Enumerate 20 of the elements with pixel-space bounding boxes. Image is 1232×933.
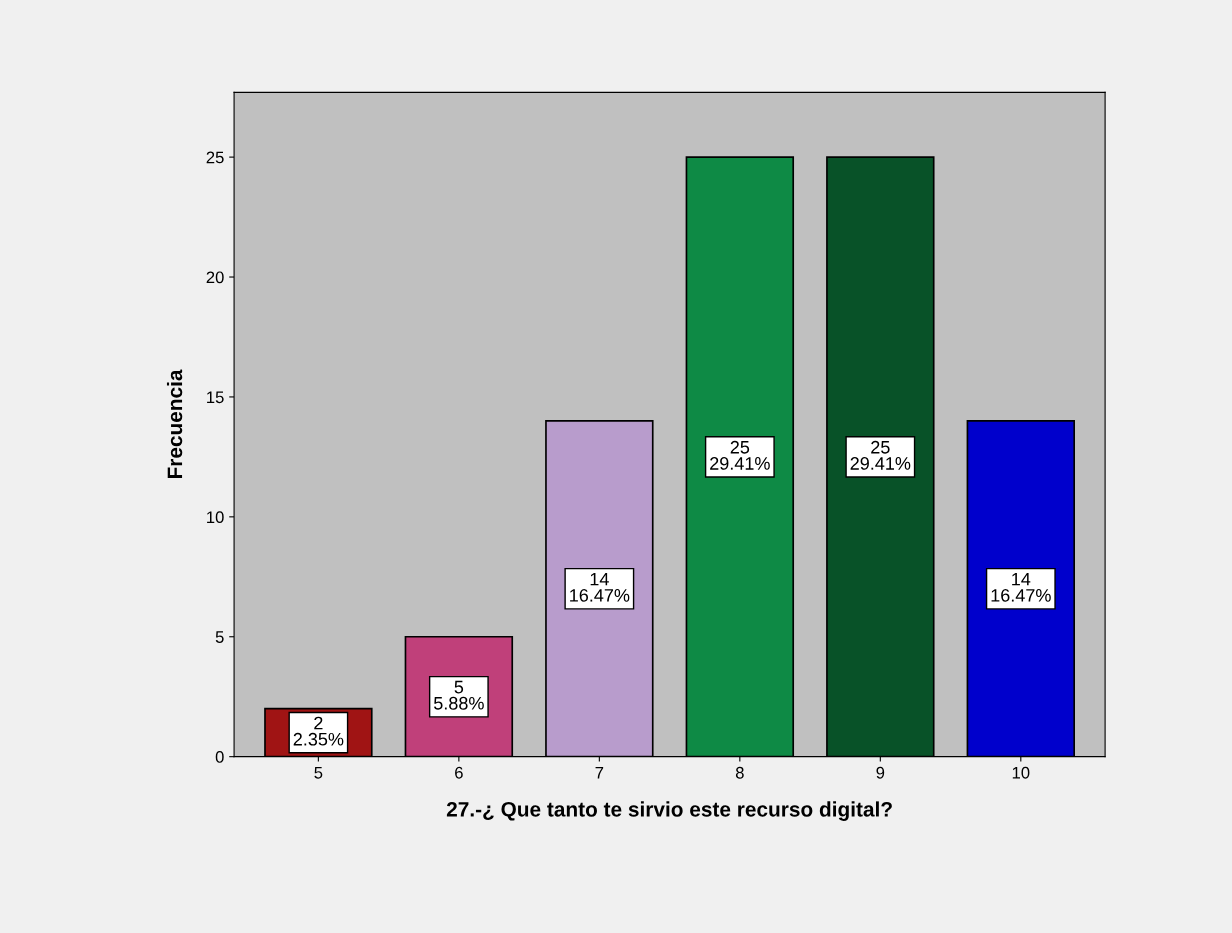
x-tick-label: 7	[595, 767, 604, 779]
data-label: 25 29.41%	[850, 440, 911, 470]
data-label: 2 2.35%	[293, 716, 344, 746]
y-tick-label: 20	[206, 271, 224, 284]
y-tick-label: 10	[207, 511, 224, 524]
y-tick-label: 15	[207, 391, 224, 404]
y-tick-label: 0	[215, 751, 224, 763]
x-tick-label: 5	[314, 767, 323, 779]
x-tick-label: 6	[455, 766, 463, 779]
y-axis-title: Frecuencia	[166, 369, 183, 479]
x-tick-label: 9	[876, 766, 885, 779]
y-tick-label: 5	[215, 631, 224, 643]
y-tick-label: 25	[206, 151, 224, 164]
x-axis-title: 27.-¿ Que tanto te sirvio este recurso digital?	[446, 801, 892, 821]
x-tick-label: 8	[735, 766, 744, 779]
data-label: 25 29.41%	[710, 440, 770, 470]
data-label: 5 5.88%	[433, 680, 484, 710]
data-label: 14 16.47%	[991, 572, 1051, 602]
x-tick-label: 10	[1012, 766, 1030, 779]
data-label: 14 16.47%	[570, 572, 630, 602]
